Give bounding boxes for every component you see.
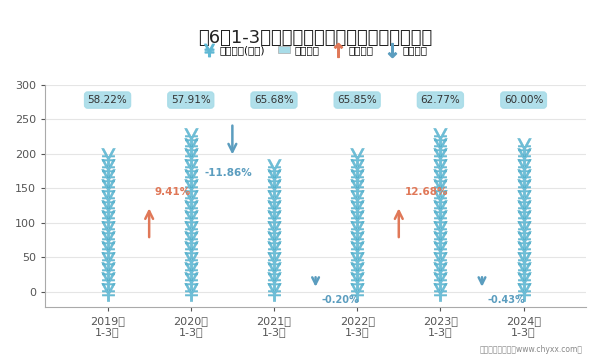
Text: 65.85%: 65.85%: [337, 95, 377, 105]
Title: 近6年1-3月甘肃省累计原保险保费收入统计图: 近6年1-3月甘肃省累计原保险保费收入统计图: [198, 29, 433, 47]
Text: 58.22%: 58.22%: [88, 95, 127, 105]
Text: -0.43%: -0.43%: [488, 295, 525, 305]
Text: 62.77%: 62.77%: [421, 95, 460, 105]
Text: -11.86%: -11.86%: [204, 168, 252, 178]
Text: 9.41%: 9.41%: [155, 187, 191, 197]
Text: 57.91%: 57.91%: [171, 95, 210, 105]
Text: 60.00%: 60.00%: [504, 95, 543, 105]
Text: 制图：智研咨询（www.chyxx.com）: 制图：智研咨询（www.chyxx.com）: [480, 345, 583, 354]
Text: -0.20%: -0.20%: [322, 295, 359, 305]
Text: 65.68%: 65.68%: [254, 95, 294, 105]
Legend: 累计保费(亿元), 寿险占比, 同比增加, 同比减少: 累计保费(亿元), 寿险占比, 同比增加, 同比减少: [199, 41, 432, 59]
Text: 12.68%: 12.68%: [404, 187, 448, 197]
